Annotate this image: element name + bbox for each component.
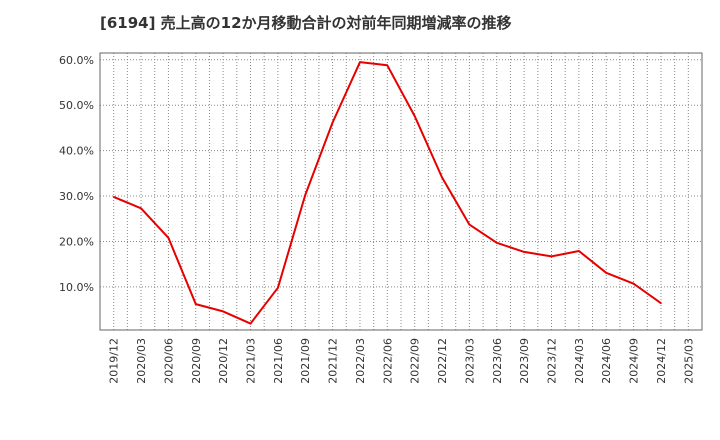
data-point bbox=[523, 251, 525, 253]
data-point bbox=[441, 176, 443, 179]
x-tick-label: 2024/06 bbox=[600, 338, 613, 384]
data-point bbox=[413, 115, 416, 117]
x-tick-label: 2023/09 bbox=[518, 338, 531, 384]
data-point bbox=[605, 271, 608, 274]
y-tick-label: 20.0% bbox=[59, 235, 94, 248]
y-tick-label: 50.0% bbox=[59, 99, 94, 112]
x-tick-label: 2024/12 bbox=[655, 338, 668, 384]
data-point bbox=[112, 196, 115, 198]
chart-title: [6194] 売上高の12か月移動合計の対前年同期増減率の推移 bbox=[100, 14, 512, 32]
x-tick-label: 2022/09 bbox=[409, 338, 422, 384]
data-point bbox=[578, 250, 580, 252]
x-tick-label: 2020/12 bbox=[217, 338, 230, 384]
x-tick-label: 2020/06 bbox=[162, 338, 175, 384]
x-tick-label: 2022/06 bbox=[381, 338, 394, 384]
x-tick-label: 2020/09 bbox=[190, 338, 203, 384]
data-point bbox=[468, 223, 471, 226]
x-tick-label: 2024/03 bbox=[573, 338, 586, 384]
x-tick-label: 2025/03 bbox=[682, 338, 695, 384]
data-point bbox=[222, 310, 224, 313]
data-point bbox=[277, 286, 279, 289]
data-point bbox=[249, 322, 252, 325]
y-tick-label: 30.0% bbox=[59, 190, 94, 203]
x-tick-label: 2020/03 bbox=[135, 338, 148, 384]
data-point bbox=[550, 255, 553, 258]
x-tick-label: 2022/03 bbox=[354, 338, 367, 384]
x-tick-label: 2021/03 bbox=[245, 338, 258, 384]
data-point bbox=[495, 242, 498, 244]
x-tick-label: 2021/12 bbox=[327, 338, 340, 384]
data-point bbox=[167, 237, 170, 239]
x-tick-label: 2022/12 bbox=[436, 338, 449, 384]
x-tick-label: 2024/09 bbox=[628, 338, 641, 384]
data-point bbox=[304, 194, 307, 196]
x-tick-label: 2021/06 bbox=[272, 338, 285, 384]
x-tick-label: 2023/03 bbox=[463, 338, 476, 384]
data-point bbox=[140, 207, 142, 210]
x-tick-label: 2023/12 bbox=[546, 338, 559, 384]
data-point bbox=[386, 64, 389, 67]
data-point bbox=[660, 302, 662, 305]
x-tick-label: 2019/12 bbox=[108, 338, 121, 384]
x-tick-label: 2021/09 bbox=[299, 338, 312, 384]
y-tick-label: 10.0% bbox=[59, 281, 94, 294]
data-point bbox=[194, 303, 197, 305]
plot-frame bbox=[99, 52, 703, 331]
y-tick-label: 60.0% bbox=[59, 54, 94, 67]
x-tick-label: 2023/06 bbox=[491, 338, 504, 384]
data-point bbox=[331, 121, 334, 124]
data-point bbox=[359, 61, 361, 63]
data-point bbox=[632, 282, 635, 285]
y-tick-label: 40.0% bbox=[59, 145, 94, 158]
